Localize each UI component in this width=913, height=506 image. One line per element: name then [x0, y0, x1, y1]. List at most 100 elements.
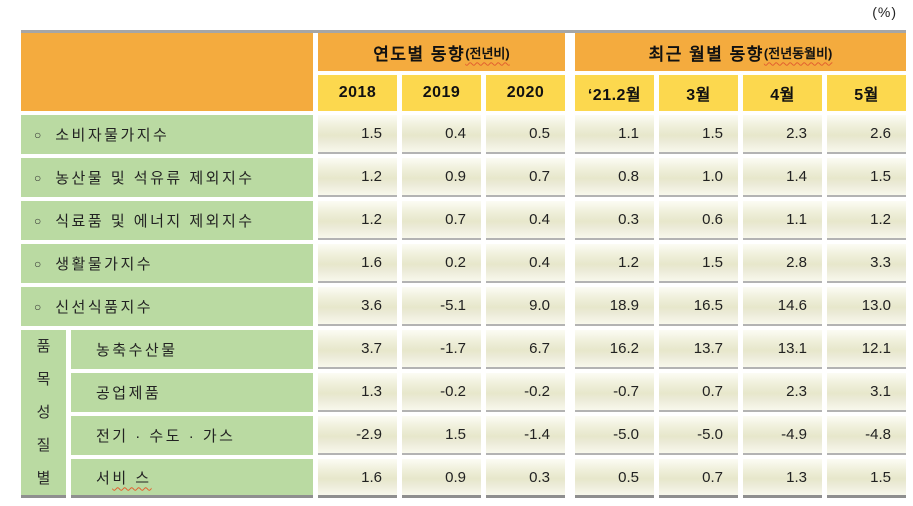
row-label-cpi: ○ 소비자물가지수 [21, 115, 313, 154]
row-label-ex-agricultural-oil: ○ 농산물 및 석유류 제외지수 [21, 158, 313, 197]
value-cell: 0.3 [486, 459, 565, 498]
row-label-text: 전기 · 수도 · 가스 [96, 428, 236, 445]
value-cell: 6.7 [486, 330, 565, 369]
value-cell: 0.8 [575, 158, 654, 197]
value-cell: 1.2 [575, 244, 654, 283]
value-cell: 0.7 [486, 158, 565, 197]
value-cell: 13.0 [827, 287, 906, 326]
row-label-text-underlined: 비 스 [112, 469, 152, 487]
value-cell: 14.6 [743, 287, 822, 326]
value-cell: 0.7 [659, 373, 738, 412]
value-cell: -5.1 [402, 287, 481, 326]
circle-marker: ○ [34, 170, 42, 185]
value-cell: 16.2 [575, 330, 654, 369]
value-cell: 13.1 [743, 330, 822, 369]
row-label-ex-food-energy: ○ 식료품 및 에너지 제외지수 [21, 201, 313, 240]
value-cell: 1.4 [743, 158, 822, 197]
header-group-monthly-title: 최근 월별 동향 [648, 44, 764, 64]
header-group-monthly: 최근 월별 동향 (전년동월비) [575, 33, 906, 71]
column-header-may: 5월 [827, 75, 906, 111]
value-cell: 0.6 [659, 201, 738, 240]
value-cell: -0.7 [575, 373, 654, 412]
table-corner-cell [21, 33, 313, 111]
value-cell: -0.2 [486, 373, 565, 412]
section-vertical-label-category-type: 품목성질별 [21, 330, 66, 498]
value-cell: 1.3 [318, 373, 397, 412]
value-cell: 1.0 [659, 158, 738, 197]
value-cell: 0.4 [402, 115, 481, 154]
value-cell: 2.8 [743, 244, 822, 283]
value-cell: 0.9 [402, 158, 481, 197]
value-cell: 1.5 [659, 244, 738, 283]
circle-marker: ○ [34, 127, 42, 142]
value-cell: 1.5 [318, 115, 397, 154]
value-cell: -0.2 [402, 373, 481, 412]
value-cell: -1.4 [486, 416, 565, 455]
value-cell: 0.3 [575, 201, 654, 240]
header-group-yearly: 연도별 동향 (전년비) [318, 33, 565, 71]
value-cell: 1.6 [318, 244, 397, 283]
column-header-2018: 2018 [318, 75, 397, 111]
value-cell: 0.7 [659, 459, 738, 498]
value-cell: 3.7 [318, 330, 397, 369]
column-header-2019: 2019 [402, 75, 481, 111]
circle-marker: ○ [34, 256, 42, 271]
value-cell: 1.5 [659, 115, 738, 154]
value-cell: 9.0 [486, 287, 565, 326]
value-cell: 1.5 [827, 158, 906, 197]
row-label-industrial-products: 공업제품 [71, 373, 313, 412]
row-label-services: 서 비 스 [71, 459, 313, 498]
value-cell: 0.5 [575, 459, 654, 498]
value-cell: 2.6 [827, 115, 906, 154]
circle-marker: ○ [34, 299, 42, 314]
unit-percent-label: (%) [872, 4, 897, 20]
value-cell: 1.5 [402, 416, 481, 455]
value-cell: 0.5 [486, 115, 565, 154]
value-cell: 1.2 [827, 201, 906, 240]
row-label-text: 생활물가지수 [55, 256, 154, 273]
value-cell: 12.1 [827, 330, 906, 369]
value-cell: -5.0 [575, 416, 654, 455]
value-cell: 1.1 [743, 201, 822, 240]
value-cell: 0.4 [486, 201, 565, 240]
value-cell: 1.2 [318, 201, 397, 240]
value-cell: 1.1 [575, 115, 654, 154]
value-cell: 2.3 [743, 373, 822, 412]
value-cell: 3.6 [318, 287, 397, 326]
value-cell: 0.7 [402, 201, 481, 240]
value-cell: 16.5 [659, 287, 738, 326]
row-label-text: 농산물 및 석유류 제외지수 [55, 170, 255, 187]
row-label-text: 서 [96, 469, 113, 487]
value-cell: 1.6 [318, 459, 397, 498]
row-label-text: 농축수산물 [96, 342, 178, 359]
row-label-living-cost: ○ 생활물가지수 [21, 244, 313, 283]
value-cell: 2.3 [743, 115, 822, 154]
header-group-yearly-title: 연도별 동향 [373, 44, 466, 64]
value-cell: 0.2 [402, 244, 481, 283]
cpi-summary-table: 연도별 동향 (전년비) 최근 월별 동향 (전년동월비) 2018 2019 20… [21, 30, 906, 498]
header-group-monthly-suffix: (전년동월비) [763, 45, 833, 61]
value-cell: 1.3 [743, 459, 822, 498]
value-cell: 0.9 [402, 459, 481, 498]
row-label-electricity-water-gas: 전기 · 수도 · 가스 [71, 416, 313, 455]
value-cell: -1.7 [402, 330, 481, 369]
row-label-agri-livestock-fishery: 농축수산물 [71, 330, 313, 369]
value-cell: 18.9 [575, 287, 654, 326]
row-label-text: 식료품 및 에너지 제외지수 [55, 213, 255, 230]
column-header-apr: 4월 [743, 75, 822, 111]
value-cell: -4.8 [827, 416, 906, 455]
column-header-2020: 2020 [486, 75, 565, 111]
value-cell: 0.4 [486, 244, 565, 283]
column-header-mar: 3월 [659, 75, 738, 111]
value-cell: 1.5 [827, 459, 906, 498]
value-cell: 1.2 [318, 158, 397, 197]
value-cell: 3.1 [827, 373, 906, 412]
row-label-text: 신선식품지수 [55, 299, 154, 316]
row-label-text: 소비자물가지수 [55, 127, 170, 144]
vertical-label-text: 품목성질별 [36, 338, 51, 487]
circle-marker: ○ [34, 213, 42, 228]
column-header-21-feb: ‘21.2월 [575, 75, 654, 111]
row-label-fresh-food: ○ 신선식품지수 [21, 287, 313, 326]
value-cell: 3.3 [827, 244, 906, 283]
value-cell: -5.0 [659, 416, 738, 455]
